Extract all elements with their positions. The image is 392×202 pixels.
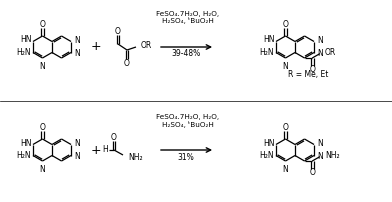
Text: HN: HN <box>263 36 275 44</box>
Text: +: + <box>91 143 101 157</box>
Text: R = Me, Et: R = Me, Et <box>288 69 328 79</box>
Text: N: N <box>317 36 323 45</box>
Text: O: O <box>111 133 117 141</box>
Text: N: N <box>74 139 80 148</box>
Text: HN: HN <box>263 139 275 147</box>
Text: H₂N: H₂N <box>260 48 274 57</box>
Text: H₂SO₄, ᵗBuO₂H: H₂SO₄, ᵗBuO₂H <box>162 121 214 127</box>
Text: O: O <box>40 20 45 29</box>
Text: H₂N: H₂N <box>16 151 31 160</box>
Text: 39-48%: 39-48% <box>171 49 201 59</box>
Text: H₂N: H₂N <box>16 48 31 57</box>
Text: N: N <box>317 49 323 58</box>
Text: NH₂: NH₂ <box>325 151 339 160</box>
Text: FeSO₄.7H₂O, H₂O,: FeSO₄.7H₂O, H₂O, <box>156 114 220 120</box>
Text: N: N <box>317 152 323 161</box>
Text: N: N <box>74 49 80 58</box>
Text: N: N <box>74 152 80 161</box>
Text: HN: HN <box>20 139 32 147</box>
Text: O: O <box>283 20 289 29</box>
Text: N: N <box>317 139 323 148</box>
Text: OR: OR <box>141 41 152 50</box>
Text: FeSO₄.7H₂O, H₂O,: FeSO₄.7H₂O, H₂O, <box>156 11 220 17</box>
Text: N: N <box>74 36 80 45</box>
Text: O: O <box>309 168 315 177</box>
Text: H: H <box>102 145 108 155</box>
Text: H₂N: H₂N <box>260 151 274 160</box>
Text: O: O <box>124 59 130 67</box>
Text: N: N <box>40 165 45 174</box>
Text: N: N <box>40 62 45 71</box>
Text: HN: HN <box>20 36 32 44</box>
Text: OR: OR <box>325 48 336 57</box>
Text: +: + <box>91 40 101 54</box>
Text: 31%: 31% <box>178 153 194 162</box>
Text: NH₂: NH₂ <box>128 153 143 162</box>
Text: N: N <box>283 62 289 71</box>
Text: O: O <box>40 123 45 132</box>
Text: O: O <box>283 123 289 132</box>
Text: O: O <box>309 65 315 74</box>
Text: O: O <box>115 26 121 36</box>
Text: N: N <box>283 165 289 174</box>
Text: H₂SO₄, ᵗBuO₂H: H₂SO₄, ᵗBuO₂H <box>162 18 214 24</box>
